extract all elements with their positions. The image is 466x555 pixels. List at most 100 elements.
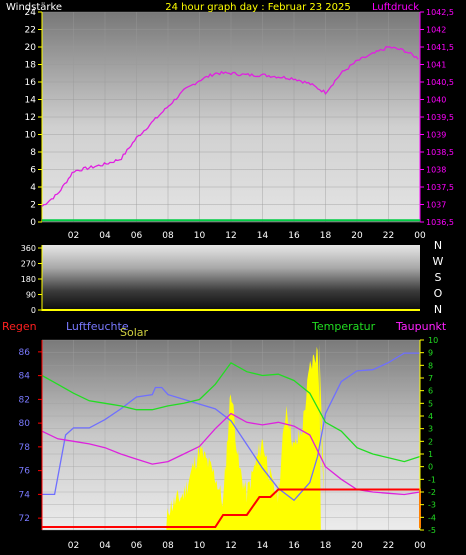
chart-title: 24 hour graph day : Februar 23 2025 <box>165 2 350 13</box>
wind-axis-title: Windstärke <box>6 2 62 13</box>
top-x-tick-label: 08 <box>162 231 174 241</box>
humidity-tick-label: 82 <box>19 395 30 405</box>
wind-tick-label: 2 <box>30 201 36 211</box>
pressure-tick-label: 1039 <box>426 131 446 140</box>
wind-tick-label: 4 <box>30 183 36 193</box>
wind-tick-label: 0 <box>30 218 36 228</box>
wind-tick-label: 10 <box>25 131 37 141</box>
wind-tick-label: 8 <box>30 148 36 158</box>
direction-tick-label: 180 <box>21 275 36 284</box>
humidity-tick-label: 72 <box>19 514 30 524</box>
bottom-x-tick-label: 22 <box>383 541 394 551</box>
top-x-tick-label: 00 <box>414 231 426 241</box>
pressure-tick-label: 1039,5 <box>426 113 454 122</box>
temperature-tick-label: 7 <box>428 374 433 383</box>
direction-tick-label: 90 <box>26 291 36 300</box>
temperature-tick-label: -1 <box>428 475 436 484</box>
temperature-tick-label: 0 <box>428 463 433 472</box>
top-x-tick-label: 16 <box>288 231 300 241</box>
compass-letter: O <box>434 287 443 300</box>
pressure-tick-label: 1041 <box>426 61 446 70</box>
compass-letter: S <box>435 271 442 284</box>
compass-letter: W <box>433 255 444 268</box>
bottom-x-tick-label: 00 <box>414 541 426 551</box>
pressure-tick-label: 1036,5 <box>426 218 454 227</box>
bottom-x-tick-label: 06 <box>131 541 143 551</box>
series-regen <box>42 488 421 528</box>
top-x-tick-label: 02 <box>68 231 79 241</box>
wind-tick-label: 18 <box>25 61 37 71</box>
temperature-tick-label: -5 <box>428 526 436 535</box>
pressure-tick-label: 1038,5 <box>426 148 454 157</box>
luftfeuchte-label: Luftfeuchte <box>66 320 129 333</box>
pressure-tick-label: 1037,5 <box>426 183 454 192</box>
pressure-axis-ticks: 1036,5 1037 1037,5 1038 1038,5 1039 1039,5 1040… <box>420 8 454 227</box>
top-x-tick-label: 18 <box>320 231 332 241</box>
pressure-tick-label: 1041,5 <box>426 43 454 52</box>
humidity-tick-label: 80 <box>19 419 31 429</box>
temperature-tick-label: 5 <box>428 399 433 408</box>
humidity-tick-label: 84 <box>19 372 31 382</box>
pressure-tick-label: 1037 <box>426 201 446 210</box>
wind-tick-label: 6 <box>30 166 36 176</box>
humidity-tick-label: 86 <box>19 348 31 358</box>
series-luftdruck <box>41 45 419 207</box>
solar-label: Solar <box>120 326 149 339</box>
bottom-x-tick-label: 18 <box>320 541 332 551</box>
regen-label: Regen <box>2 320 37 333</box>
temperature-tick-label: -3 <box>428 501 436 510</box>
top-x-tick-label: 14 <box>257 231 269 241</box>
bottom-x-axis-ticks: 02 04 06 08 10 12 14 16 18 20 22 00 <box>68 541 426 551</box>
bottom-x-tick-label: 04 <box>99 541 111 551</box>
pressure-axis-title: Luftdruck <box>372 2 419 13</box>
top-x-tick-label: 12 <box>225 231 236 241</box>
bottom-x-tick-label: 08 <box>162 541 174 551</box>
pressure-tick-label: 1042 <box>426 26 446 35</box>
series-solar <box>166 343 326 530</box>
series-temperatur <box>41 361 421 463</box>
temperature-tick-label: 3 <box>428 425 433 434</box>
temperature-tick-label: 9 <box>428 349 433 358</box>
pressure-tick-label: 1040 <box>426 96 446 105</box>
pressure-tick-label: 1038 <box>426 166 446 175</box>
humidity-tick-label: 74 <box>19 490 31 500</box>
compass-letter: N <box>434 303 442 316</box>
top-x-tick-label: 04 <box>99 231 111 241</box>
wind-tick-label: 16 <box>25 78 37 88</box>
wind-tick-label: 14 <box>25 96 37 106</box>
top-grid <box>42 11 421 223</box>
bottom-x-tick-label: 20 <box>351 541 363 551</box>
wind-tick-label: 20 <box>25 43 37 53</box>
temperature-axis-ticks: -5 -4 -3 -2 -1 0 1 2 3 4 5 6 7 8 9 10 <box>420 336 438 535</box>
temperature-tick-label: 6 <box>428 387 433 396</box>
direction-tick-label: 360 <box>21 244 36 253</box>
top-x-axis-ticks: 02 04 06 08 10 12 14 16 18 20 22 00 <box>68 231 426 241</box>
temperature-tick-label: 10 <box>428 336 438 345</box>
pressure-tick-label: 1042,5 <box>426 8 454 17</box>
top-x-tick-label: 22 <box>383 231 394 241</box>
temperature-tick-label: -4 <box>428 513 436 522</box>
wind-tick-label: 24 <box>25 8 37 18</box>
wind-tick-label: 12 <box>25 113 36 123</box>
bottom-x-tick-label: 14 <box>257 541 269 551</box>
compass-letter: N <box>434 239 442 252</box>
temperature-tick-label: 8 <box>428 361 433 370</box>
top-x-tick-label: 20 <box>351 231 363 241</box>
temperature-tick-label: 2 <box>428 437 433 446</box>
pressure-tick-label: 1040,5 <box>426 78 454 87</box>
temperature-tick-label: 4 <box>428 412 433 421</box>
taupunkt-label: Taupunkt <box>395 320 447 333</box>
direction-axis-ticks: 0 90 180 270 360 <box>21 244 42 315</box>
humidity-tick-label: 78 <box>19 443 31 453</box>
top-x-tick-label: 06 <box>131 231 143 241</box>
temperature-tick-label: -2 <box>428 488 436 497</box>
bottom-x-tick-label: 16 <box>288 541 300 551</box>
direction-tick-label: 270 <box>21 260 36 269</box>
humidity-axis-ticks: 72 74 76 78 80 82 84 86 <box>19 348 42 524</box>
temperature-tick-label: 1 <box>428 450 433 459</box>
